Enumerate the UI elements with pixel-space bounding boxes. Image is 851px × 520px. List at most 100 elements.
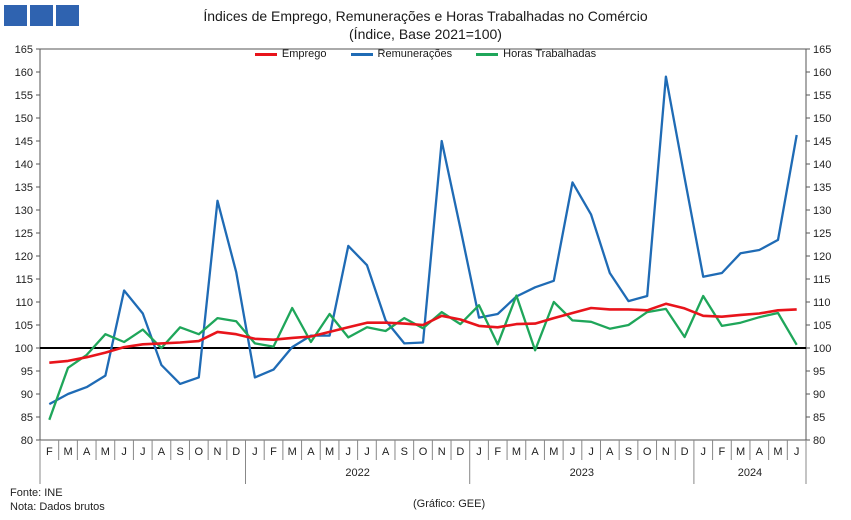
x-tick-label: A [531,446,539,458]
y-tick-label-right: 95 [813,366,825,378]
legend-item-emprego: Emprego [254,48,327,60]
x-tick-label: S [401,446,408,458]
x-tick-label: M [736,446,745,458]
logo-block [4,5,27,26]
legend-label: Remunerações [377,48,453,60]
y-tick-label-left: 110 [15,297,33,309]
x-tick-label: J [700,446,706,458]
y-tick-label-right: 110 [813,297,831,309]
x-tick-label: A [307,446,315,458]
x-tick-label: N [662,446,670,458]
chart-title: Índices de Emprego, Remunerações e Horas… [203,8,648,24]
x-tick-label: M [773,446,782,458]
legend-label: Emprego [281,48,327,60]
x-tick-label: M [101,446,110,458]
series-line-emprego [49,302,797,364]
x-tick-label: A [606,446,614,458]
y-tick-label-left: 115 [15,274,33,286]
x-tick-label: J [140,446,146,458]
y-tick-label-right: 140 [813,159,831,171]
y-tick-label-right: 165 [813,44,831,56]
legend-swatch [254,52,277,56]
y-tick-label-right: 115 [813,274,831,286]
logo-block [56,5,79,26]
year-label: 2022 [345,467,369,479]
x-tick-label: J [570,446,576,458]
y-tick-label-left: 90 [21,389,33,401]
x-tick-label: M [512,446,521,458]
y-tick-label-right: 125 [813,228,831,240]
x-tick-label: S [625,446,632,458]
x-tick-label: F [46,446,53,458]
x-tick-label: M [549,446,558,458]
x-tick-label: D [456,446,464,458]
x-tick-label: M [288,446,297,458]
x-tick-label: F [719,446,726,458]
x-tick-label: F [494,446,501,458]
plot-frame [39,48,807,441]
x-tick-label: A [382,446,390,458]
x-tick-label: A [756,446,764,458]
source-note: Fonte: INE [10,487,63,499]
legend-item-horas: Horas Trabalhadas [476,48,596,60]
x-tick-label: A [83,446,91,458]
x-tick-label: N [438,446,446,458]
y-tick-label-right: 120 [813,251,831,263]
y-tick-label-left: 135 [15,182,33,194]
y-tick-label-left: 105 [15,320,33,332]
y-tick-label-left: 150 [15,113,33,125]
logo-block [30,5,53,26]
y-tick-label-right: 160 [813,67,831,79]
y-tick-label-left: 140 [15,159,33,171]
y-tick-label-left: 85 [21,412,33,424]
legend-label: Horas Trabalhadas [503,48,597,60]
legend-item-remuneracoes: Remunerações [350,48,453,60]
series-line-remuneracoes [48,75,798,406]
y-tick-label-left: 160 [15,67,33,79]
x-tick-label: J [364,446,370,458]
ine-logo-icon [4,5,79,26]
x-tick-label: O [195,446,204,458]
legend-swatch [350,52,373,56]
x-tick-label: J [121,446,127,458]
x-tick-label: J [794,446,800,458]
x-tick-label: J [346,446,352,458]
y-tick-label-left: 80 [21,435,33,447]
series-line-horas-trabalhadas [48,294,798,421]
y-tick-label-left: 125 [15,228,33,240]
y-tick-label-right: 155 [813,90,831,102]
year-label: 2023 [570,467,594,479]
y-tick-label-right: 85 [813,412,825,424]
x-tick-label: D [232,446,240,458]
chart-subtitle: (Índice, Base 2021=100) [349,26,502,42]
legend-swatch [476,52,499,56]
y-tick-label-left: 120 [15,251,33,263]
x-tick-label: S [176,446,183,458]
x-tick-label: J [252,446,258,458]
y-tick-label-right: 90 [813,389,825,401]
x-tick-label: O [419,446,428,458]
x-tick-label: F [270,446,277,458]
x-tick-label: J [588,446,594,458]
x-tick-label: J [476,446,482,458]
y-tick-label-left: 95 [21,366,33,378]
year-label: 2024 [738,467,762,479]
y-tick-label-right: 130 [813,205,831,217]
y-tick-label-left: 130 [15,205,33,217]
y-tick-label-right: 150 [813,113,831,125]
y-tick-label-right: 100 [813,343,831,355]
y-tick-label-right: 135 [813,182,831,194]
chart-legend: Emprego Remunerações Horas Trabalhadas [0,48,851,60]
y-tick-label-left: 155 [15,90,33,102]
x-tick-label: A [158,446,166,458]
x-tick-label: M [63,446,72,458]
y-tick-label-left: 165 [15,44,33,56]
y-tick-label-right: 105 [813,320,831,332]
x-tick-label: O [643,446,652,458]
y-tick-label-right: 80 [813,435,825,447]
x-tick-label: N [214,446,222,458]
x-tick-label: D [681,446,689,458]
x-tick-label: M [325,446,334,458]
y-tick-label-right: 145 [813,136,831,148]
